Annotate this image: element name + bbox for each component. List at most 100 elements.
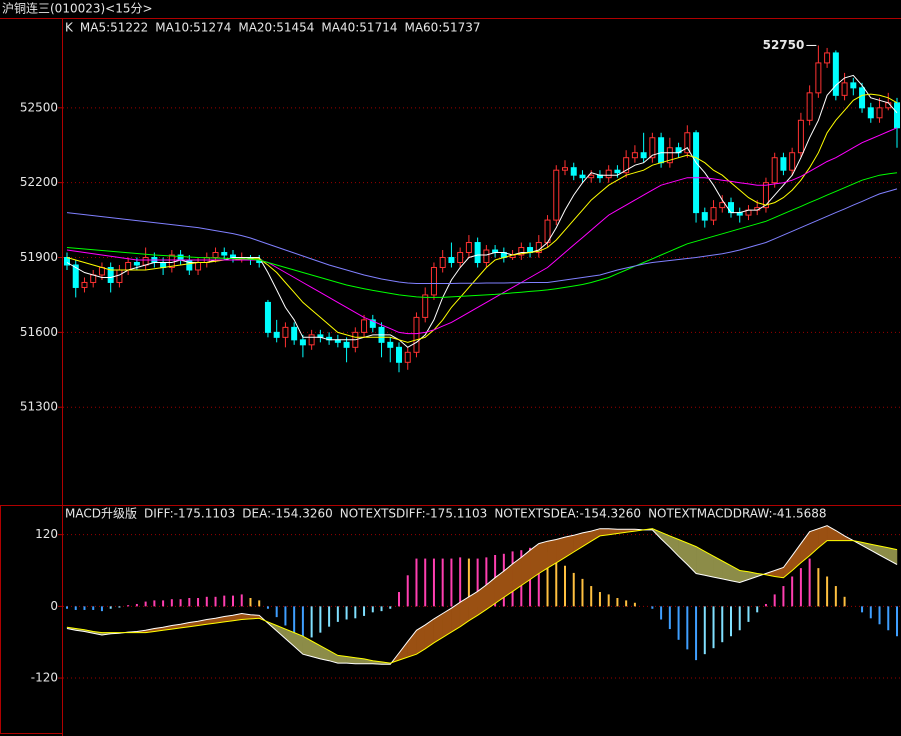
legend-entry: MA20:51454 (238, 21, 314, 35)
frame (0, 505, 63, 734)
candle-body (658, 137, 665, 164)
candle-body (771, 157, 778, 184)
candle-body (562, 167, 568, 171)
candle-body (762, 182, 769, 209)
legend-entry: K (65, 21, 74, 35)
candle-body (369, 319, 376, 328)
candle-body (343, 341, 350, 348)
ma-line (66, 74, 898, 348)
candle-body (797, 119, 804, 154)
legend-entry: DIFF:-175.1103 (144, 507, 235, 521)
candle-body (806, 92, 813, 121)
candle-body (116, 269, 123, 283)
candle-body (142, 257, 149, 266)
y-tick-label: -120 (31, 671, 58, 685)
candle-body (824, 52, 831, 64)
y-tick-label: 51300 (20, 400, 58, 414)
candle-body (107, 266, 114, 283)
candle-body (719, 202, 726, 209)
ma-line (66, 172, 898, 298)
macd-line (66, 528, 898, 664)
y-tick-label: 0 (50, 599, 58, 613)
candle-body (195, 261, 202, 271)
candle-body (430, 266, 437, 296)
candle-body (841, 82, 848, 96)
candle-body (299, 339, 306, 346)
legend-entry: NOTEXTMACDDRAW:-41.5688 (648, 507, 826, 521)
legend-entry: DEA:-154.3260 (242, 507, 332, 521)
legend-entry: MA60:51737 (404, 21, 480, 35)
candle-body (728, 202, 734, 214)
candle-body (850, 82, 857, 89)
candle-body (815, 62, 822, 94)
candle-body (291, 326, 298, 341)
candle-body (125, 261, 132, 271)
candle-body (876, 107, 883, 119)
macd-fill (800, 530, 810, 564)
candle-body (605, 169, 612, 179)
candle-body (465, 242, 472, 254)
candle-body (81, 281, 88, 288)
candle-body (666, 147, 673, 164)
candle-body (867, 107, 874, 119)
legend-entry: NOTEXTSDIFF:-175.1103 (340, 507, 488, 521)
candle-body (640, 152, 647, 159)
candle-body (413, 316, 420, 353)
ma-line (66, 93, 898, 343)
legend-entry: NOTEXTSDEA:-154.3260 (494, 507, 641, 521)
candle-body (631, 152, 638, 159)
candle-body (396, 346, 402, 363)
candle-body (448, 257, 455, 263)
candle-body (894, 102, 900, 129)
candle-body (579, 174, 586, 179)
candle-body (693, 132, 700, 214)
candle-body (439, 257, 446, 268)
macd-fill (713, 555, 723, 580)
y-tick-label: 52500 (20, 100, 58, 114)
candle-body (457, 252, 464, 263)
candle-body (649, 137, 656, 159)
y-tick-label: 51600 (20, 325, 58, 339)
candle-body (553, 169, 560, 221)
legend-entry: MA40:51714 (321, 21, 397, 35)
candle-body (177, 254, 184, 261)
chart-title: 沪铜连三(010023)<15分> (2, 1, 153, 16)
candle-body (859, 87, 866, 109)
candle-body (221, 252, 228, 256)
candle-body (789, 152, 796, 171)
candle-body (387, 341, 394, 348)
candle-body (72, 264, 79, 288)
legend-entry: MACD升级版 (65, 507, 137, 521)
macd-fill (722, 560, 732, 581)
candle-body (588, 174, 595, 179)
macd-fill (407, 629, 417, 658)
macd-fill (302, 635, 312, 657)
candle-body (90, 274, 97, 283)
macd-line (66, 525, 898, 665)
candle-body (684, 132, 691, 154)
candle-body (474, 242, 481, 263)
candle-body (570, 167, 577, 176)
candle-body (832, 52, 839, 96)
candle-body (361, 319, 368, 333)
candle-body (780, 157, 787, 171)
legend-entry: MA10:51274 (155, 21, 231, 35)
candle-body (701, 212, 708, 221)
macd-fill (564, 534, 574, 558)
macd-fill (556, 536, 566, 564)
candle-body (623, 157, 630, 174)
candle-body (168, 254, 175, 268)
candle-body (710, 207, 717, 221)
candle-body (98, 266, 105, 276)
ma-line (66, 127, 898, 335)
candle-body (282, 326, 289, 338)
candle-body (273, 331, 280, 338)
candle-body (404, 351, 411, 363)
candle-body (483, 249, 490, 263)
peak-label: 52750 (763, 38, 805, 52)
legend-entry: MA5:51222 (80, 21, 148, 35)
candle-body (308, 334, 315, 346)
y-tick-label: 51900 (20, 250, 58, 264)
candle-body (212, 252, 219, 259)
